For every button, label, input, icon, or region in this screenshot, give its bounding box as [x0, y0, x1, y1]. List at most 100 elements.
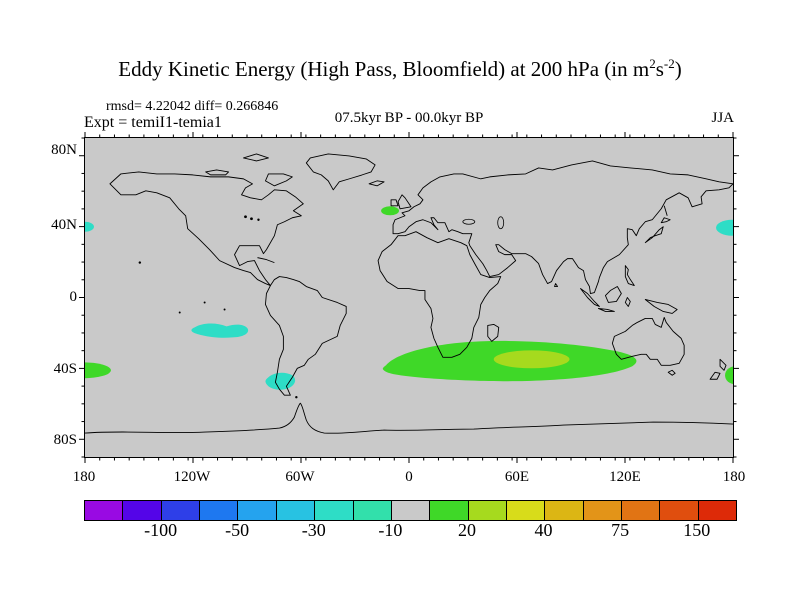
black-sea: [462, 218, 476, 225]
colorbar-label--100: -100: [144, 520, 178, 540]
coast-new-zealand-south: [709, 371, 721, 380]
coast-eurasia: [392, 160, 734, 294]
coast-new-guinea: [644, 299, 678, 314]
anomaly-contour-layer: [85, 206, 733, 390]
lat-axis-label-80N: 80N: [51, 142, 77, 158]
world-map: [79, 132, 739, 463]
coast-ellesmere-island: [243, 153, 269, 162]
coast-java: [597, 308, 615, 312]
lat-axis-label-40S: 40S: [53, 361, 77, 377]
colorbar: [84, 500, 737, 521]
coast-greenland: [305, 153, 376, 191]
colorbar-segment-7: [353, 501, 392, 520]
antarctic-island-dot: [295, 395, 298, 399]
colorbar-label--50: -50: [225, 520, 250, 540]
anomaly-region-edge-west-40N-negative: [85, 221, 94, 232]
lat-axis-label-40N: 40N: [51, 217, 77, 233]
pacific-island-dot: [203, 301, 206, 304]
lon-axis-label-0-3: 0: [405, 469, 413, 485]
coast-sumatra: [580, 288, 600, 307]
coast-sulawesi: [624, 297, 631, 307]
colorbar-segment-15: [660, 501, 699, 520]
colorbar-segment-9: [430, 501, 469, 520]
title-text: Eddy Kinetic Energy (High Pass, Bloomfie…: [118, 57, 650, 81]
page-title: Eddy Kinetic Energy (High Pass, Bloomfie…: [0, 56, 800, 82]
colorbar-segment-0: [85, 501, 124, 520]
colorbar-segment-11: [506, 501, 546, 520]
coast-philippines: [624, 265, 635, 286]
colorbar-segment-10: [468, 501, 507, 520]
colorbar-segment-5: [276, 501, 316, 520]
coast-australia: [611, 316, 685, 366]
coast-africa: [377, 231, 502, 358]
coast-south-america: [264, 276, 347, 396]
colorbar-label-40: 40: [534, 520, 553, 540]
colorbar-segment-16: [698, 501, 737, 520]
coast-antarctica: [84, 402, 734, 434]
lon-axis-label-120W-1: 120W: [173, 469, 211, 485]
lon-axis-label-180-6: 180: [722, 469, 746, 485]
rmsd-diff-stats: rmsd= 4.22042 diff= 0.266846: [106, 99, 279, 114]
title-close-paren: ): [674, 57, 682, 81]
lat-axis-label-0: 0: [69, 289, 78, 305]
coastline-layer: [84, 153, 734, 434]
coast-ireland: [390, 199, 399, 207]
anomaly-region-patagonia-negative: [265, 372, 296, 390]
axis-tick-layer: [79, 132, 739, 463]
caspian-sea: [497, 216, 505, 230]
anomaly-region-france-positive: [381, 206, 400, 216]
lat-axis-label-80S: 80S: [53, 432, 77, 448]
lon-axis-label-60W-2: 60W: [285, 469, 315, 485]
colorbar-segment-13: [583, 501, 623, 520]
coast-japan: [644, 226, 664, 244]
anomaly-region-edge-west-40S-positive: [85, 362, 111, 379]
coast-victoria-island: [205, 169, 230, 176]
colorbar-segment-12: [545, 501, 584, 520]
colorbar-segment-1: [123, 501, 162, 520]
title-units-s: s: [655, 57, 664, 81]
map-canvas: [79, 132, 739, 463]
coast-iceland: [368, 180, 385, 187]
colorbar-segment-3: [200, 501, 239, 520]
coast-sri-lanka: [554, 283, 558, 287]
lon-axis-label-120E-5: 120E: [609, 469, 641, 485]
coast-north-america: [109, 171, 304, 286]
coast-sakhalin: [663, 205, 668, 216]
colorbar-segment-14: [622, 501, 661, 520]
coast-britain: [397, 194, 412, 210]
coast-hokkaido: [660, 217, 671, 224]
lon-axis-label-60E-4: 60E: [504, 469, 530, 485]
anomaly-region-edge-east-40S-positive: [725, 366, 733, 385]
great-lakes-dot: [244, 215, 247, 219]
coast-tasmania: [667, 369, 676, 376]
coast-new-zealand-north: [719, 358, 727, 371]
hawaii-dot: [138, 261, 142, 264]
season-label: JJA: [711, 110, 734, 126]
anomaly-region-indian-ocean-core-positive: [493, 350, 570, 369]
coast-baffin-island: [264, 173, 293, 187]
colorbar-label-150: 150: [683, 520, 711, 540]
lon-axis-label-180-0: 180: [72, 469, 96, 485]
colorbar-segment-8: [391, 501, 431, 520]
period-label: 07.5kyr BP - 00.0kyr BP: [334, 110, 484, 126]
colorbar-segment-2: [161, 501, 201, 520]
coast-borneo: [604, 286, 622, 303]
colorbar-label-20: 20: [457, 520, 476, 540]
pacific-island-dot: [223, 308, 226, 311]
colorbar-label-75: 75: [611, 520, 630, 540]
anomaly-region-edge-east-40N-negative: [716, 219, 733, 236]
great-lakes-dot: [257, 218, 260, 221]
colorbar-segment-6: [315, 501, 354, 520]
coast-madagascar: [487, 323, 500, 342]
colorbar-segment-4: [238, 501, 277, 520]
title-superscript-minus2: -2: [663, 56, 675, 71]
pacific-island-dot: [178, 311, 181, 314]
great-lakes-dot: [250, 217, 253, 221]
colorbar-label--30: -30: [301, 520, 326, 540]
experiment-label: Expt = temiI1-temia1: [84, 114, 222, 131]
coast-cuba-antilles: [257, 257, 275, 264]
colorbar-label--10: -10: [378, 520, 403, 540]
anomaly-region-south-pacific-negative: [191, 323, 249, 338]
title-superscript-2: 2: [649, 56, 656, 71]
